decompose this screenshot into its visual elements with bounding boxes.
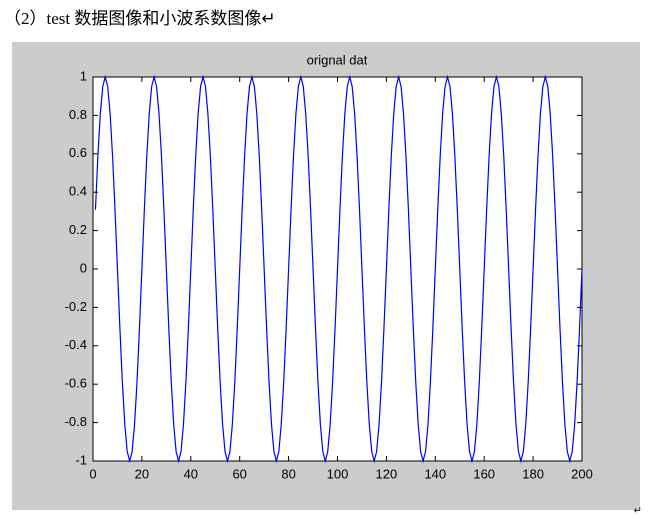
y-tick-label: -0.2 (65, 299, 87, 314)
x-tick-label: 200 (571, 466, 593, 481)
y-tick-label: 0.6 (69, 145, 87, 160)
x-tick-label: 180 (522, 466, 544, 481)
y-tick-label: -0.6 (65, 376, 87, 391)
heading: （2）test 数据图像和小波系数图像↵ (4, 9, 276, 28)
x-tick-label: 60 (232, 466, 246, 481)
paragraph-mark: ↵ (634, 506, 642, 517)
y-tick-label: 0.4 (69, 184, 87, 199)
x-tick-label: 0 (89, 466, 96, 481)
y-tick-label: 0 (80, 260, 87, 275)
x-tick-label: 80 (281, 466, 295, 481)
y-tick-label: 0.8 (69, 107, 87, 122)
x-tick-label: 40 (184, 466, 198, 481)
chart-title: orignal dat (307, 52, 368, 67)
x-tick-label: 100 (327, 466, 349, 481)
y-tick-label: -0.8 (65, 414, 87, 429)
x-tick-label: 160 (473, 466, 495, 481)
x-tick-label: 20 (135, 466, 149, 481)
y-tick-label: -1 (75, 452, 87, 467)
y-tick-label: 0.2 (69, 222, 87, 237)
y-tick-label: 1 (80, 68, 87, 83)
x-tick-label: 120 (376, 466, 398, 481)
y-tick-label: -0.4 (65, 337, 87, 352)
data-line (94, 74, 583, 464)
x-tick-label: 140 (424, 466, 446, 481)
